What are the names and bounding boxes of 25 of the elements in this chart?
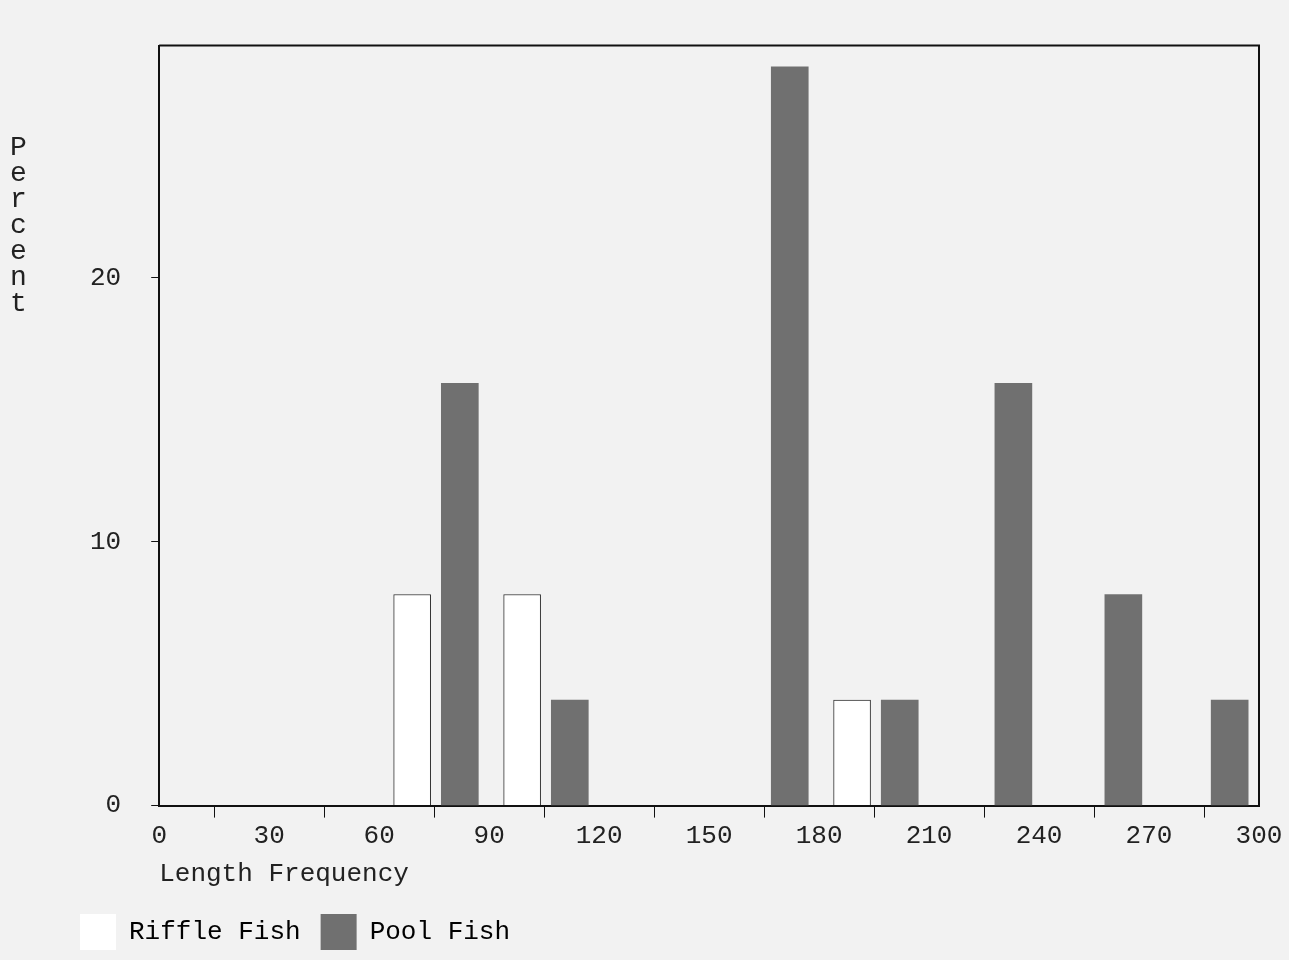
bar	[1104, 594, 1143, 806]
bar	[440, 383, 479, 806]
bar	[994, 383, 1033, 806]
legend-label: Pool Fish	[369, 916, 511, 947]
x-tick-label: 0	[151, 821, 168, 852]
x-tick-label: 300	[1235, 821, 1283, 852]
x-tick-label: 30	[253, 821, 285, 852]
x-tick-label: 90	[473, 821, 505, 852]
x-tick-label: 180	[795, 821, 843, 852]
bar	[880, 699, 919, 806]
bar	[1210, 699, 1249, 806]
y-tick-label: 0	[105, 790, 122, 821]
x-tick-label: 210	[905, 821, 953, 852]
x-tick-label: 60	[363, 821, 395, 852]
x-tick-label: 240	[1015, 821, 1063, 852]
y-axis-title: Percent	[10, 132, 27, 319]
x-axis-title: Length Frequency	[159, 859, 409, 890]
legend-label: Riffle Fish	[129, 916, 301, 947]
x-tick-label: 270	[1125, 821, 1173, 852]
y-tick-label: 10	[89, 526, 122, 557]
y-tick-label: 20	[89, 262, 122, 293]
bar	[550, 699, 589, 806]
x-tick-label: 150	[685, 821, 733, 852]
x-tick-label: 120	[575, 821, 623, 852]
bar	[770, 66, 809, 806]
